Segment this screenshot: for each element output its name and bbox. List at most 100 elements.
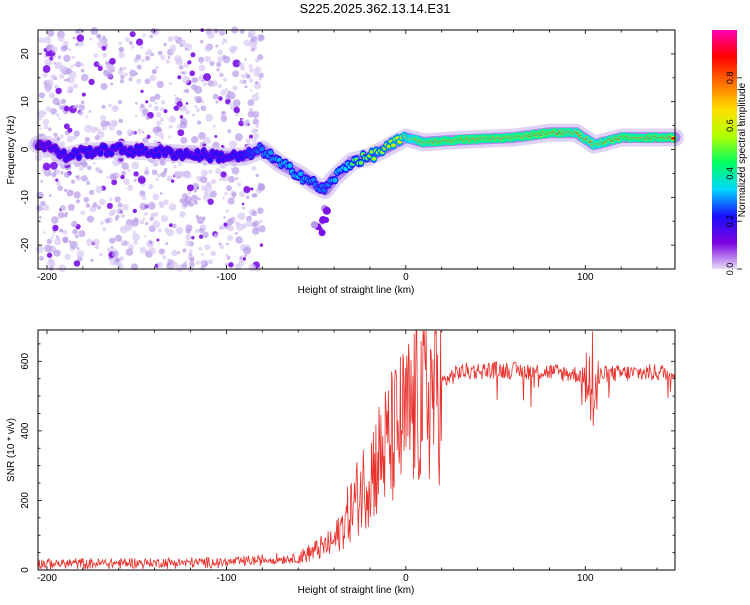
spectrogram-noise-blob	[231, 167, 240, 175]
spectrogram-noise-blob	[144, 169, 150, 176]
spectrogram-noise-blob	[198, 234, 204, 239]
spectrogram-noise-blob	[214, 135, 218, 138]
spectrogram-noise-blob	[133, 240, 138, 245]
spectrogram-ridge-core	[391, 143, 396, 147]
spectrogram-noise-blob	[86, 181, 91, 186]
spectrogram-noise-blob	[226, 242, 229, 246]
spectrogram-noise-blob	[158, 248, 165, 255]
spectrogram-noise-blob	[121, 162, 129, 170]
spectrogram-noise-blob	[127, 168, 131, 172]
spectrogram-noise-blob	[132, 233, 141, 241]
spectrogram-noise-blob	[78, 230, 86, 238]
spectrogram-noise-blob	[94, 127, 99, 131]
colorbar-tick-label: 0.0	[725, 263, 735, 276]
spectrogram-noise-blob	[80, 68, 85, 73]
spectrogram-noise-blob	[204, 184, 213, 192]
spectrogram-noise-blob	[117, 99, 123, 105]
spectrogram-ridge-mid	[287, 163, 293, 169]
spectrogram-noise-blob	[170, 179, 175, 183]
spectrogram-noise-blob	[123, 178, 130, 186]
spectrogram-noise-blob	[257, 207, 264, 215]
spectrogram-noise-blob	[58, 264, 67, 273]
spectrogram-noise-blob	[48, 265, 54, 271]
spectrogram-noise-blob	[156, 238, 160, 242]
spectrogram-noise-blob	[202, 231, 209, 239]
spectrogram-noise-blob	[117, 202, 123, 208]
spectrogram-noise-blob	[78, 166, 84, 171]
spectrogram-noise-blob	[42, 65, 51, 73]
spectrogram-noise-blob	[49, 161, 58, 170]
spectrogram-noise-blob	[173, 35, 179, 41]
spectrogram-noise-blob	[53, 169, 57, 173]
spectrogram-noise-blob	[211, 179, 216, 185]
spectrogram-noise-blob	[36, 205, 43, 212]
spectrogram-noise-blob	[56, 113, 60, 117]
spectrogram-noise-blob	[51, 46, 58, 53]
spectrogram-noise-blob	[156, 120, 162, 126]
spectrogram-noise-blob	[53, 55, 57, 59]
spectrogram-noise-blob	[93, 238, 100, 246]
spectrogram-noise-blob	[185, 102, 189, 105]
spectrogram-noise-blob	[232, 70, 240, 78]
spectrogram-noise-blob	[235, 236, 243, 244]
spectrogram-noise-blob	[155, 133, 159, 137]
spectrogram-noise-blob	[154, 93, 161, 100]
spectrogram-noise-blob	[122, 66, 127, 71]
spectrogram-noise-blob	[46, 79, 54, 87]
spectrogram-noise-blob	[255, 124, 260, 129]
spectrogram-noise-blob	[155, 65, 159, 70]
spectrogram-noise-blob	[222, 54, 227, 60]
spectrogram-noise-blob	[238, 61, 242, 66]
spectrogram-noise-blob	[126, 129, 133, 136]
spectrogram-noise-blob	[52, 97, 60, 105]
spectrogram-noise-blob	[255, 80, 259, 85]
spectrogram-noise-blob	[165, 59, 171, 64]
spectrogram-ridge-mid	[298, 171, 304, 177]
spectrogram-noise-blob	[72, 36, 76, 40]
spectrogram-noise-blob	[101, 45, 107, 51]
spectrogram-noise-blob	[64, 188, 68, 192]
colorbar: 0.0 0.2 0.4 0.6 0.8 Normalized spectral ampl…	[712, 30, 748, 275]
spectrogram-noise-blob	[59, 73, 65, 79]
spectrogram-noise-blob	[76, 34, 85, 42]
spectrogram-noise-blob	[200, 105, 207, 112]
spectrogram-noise-blob	[175, 226, 184, 235]
spectrogram-noise-blob	[48, 127, 52, 132]
spectrogram-noise-blob	[50, 108, 57, 115]
spectrogram-noise-blob	[132, 208, 137, 214]
spectrogram-noise-blob	[57, 34, 65, 42]
spectrogram-noise-blob	[60, 98, 67, 105]
spectrogram-noise-blob	[55, 87, 62, 95]
spectrogram-noise-blob	[244, 85, 248, 89]
spectrogram-noise-blob	[142, 137, 149, 144]
spectrogram-noise-blob	[214, 28, 219, 33]
spectrogram-noise-blob	[68, 48, 72, 52]
spectrogram-noise-blob	[220, 73, 224, 77]
spectrogram-noise-blob	[242, 206, 245, 210]
spectrogram-noise-blob	[85, 115, 88, 118]
spectrogram-noise-blob	[106, 71, 114, 79]
spectrogram-noise-blob	[134, 102, 138, 105]
spectrogram-ridge-core	[358, 161, 364, 165]
spectrogram-noise-blob	[158, 132, 164, 139]
spectrogram-noise-blob	[255, 92, 259, 95]
spectrogram-noise-blob	[86, 215, 94, 223]
spectrogram-noise-blob	[155, 177, 159, 181]
spectrogram-noise-blob	[122, 203, 129, 211]
spectrogram-noise-blob	[150, 52, 155, 57]
spectrogram-noise-blob	[145, 116, 150, 120]
spectrogram-noise-blob	[72, 63, 76, 67]
y-tick-label: 0	[20, 567, 31, 573]
spectrogram-noise-blob	[63, 123, 70, 130]
spectrogram-noise-blob	[228, 262, 234, 268]
spectrogram-noise-blob	[215, 100, 219, 104]
y-tick-label: -20	[20, 237, 31, 252]
spectrogram-noise-blob	[151, 27, 160, 36]
spectrogram-noise-blob	[90, 258, 94, 262]
spectrogram-noise-blob	[73, 191, 81, 199]
y-tick-label: 0	[20, 146, 31, 152]
spectrogram-noise-blob	[132, 230, 136, 234]
spectrogram-noise-blob	[216, 68, 220, 72]
spectrogram-noise-blob	[88, 78, 95, 86]
